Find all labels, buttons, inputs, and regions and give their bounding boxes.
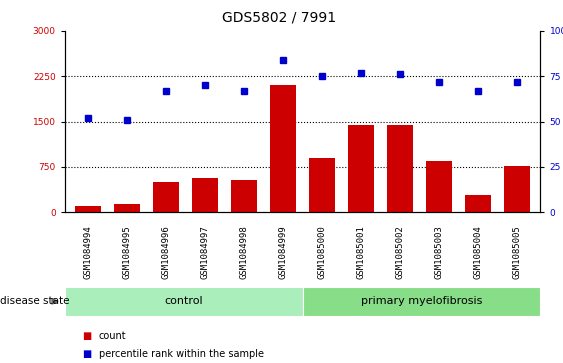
Text: GSM1084996: GSM1084996 — [162, 225, 171, 279]
Text: ■: ■ — [82, 331, 91, 341]
Text: GSM1085001: GSM1085001 — [356, 225, 365, 279]
Text: GSM1085004: GSM1085004 — [473, 225, 482, 279]
Text: GSM1085002: GSM1085002 — [396, 225, 405, 279]
Text: primary myelofibrosis: primary myelofibrosis — [361, 296, 482, 306]
Bar — [310, 158, 335, 212]
Text: disease state: disease state — [0, 296, 69, 306]
Text: GSM1084997: GSM1084997 — [200, 225, 209, 279]
Text: GSM1084998: GSM1084998 — [240, 225, 249, 279]
Text: GSM1084999: GSM1084999 — [279, 225, 288, 279]
Bar — [348, 125, 374, 212]
Bar — [75, 206, 101, 212]
Bar — [231, 180, 257, 212]
Bar — [114, 204, 140, 212]
Bar — [303, 287, 540, 316]
Text: GSM1084994: GSM1084994 — [84, 225, 93, 279]
Text: GSM1084995: GSM1084995 — [123, 225, 132, 279]
Text: ■: ■ — [82, 349, 91, 359]
Bar — [65, 287, 303, 316]
Bar — [504, 166, 530, 212]
Bar — [426, 161, 452, 212]
Bar — [466, 195, 491, 212]
Text: GSM1085005: GSM1085005 — [512, 225, 521, 279]
Text: GSM1085003: GSM1085003 — [435, 225, 444, 279]
Bar — [270, 85, 296, 212]
Bar — [387, 125, 413, 212]
Text: GDS5802 / 7991: GDS5802 / 7991 — [222, 11, 336, 25]
Text: percentile rank within the sample: percentile rank within the sample — [99, 349, 263, 359]
Bar — [154, 182, 179, 212]
Text: GSM1085000: GSM1085000 — [318, 225, 327, 279]
Bar — [193, 179, 218, 212]
Text: control: control — [164, 296, 203, 306]
Text: count: count — [99, 331, 126, 341]
